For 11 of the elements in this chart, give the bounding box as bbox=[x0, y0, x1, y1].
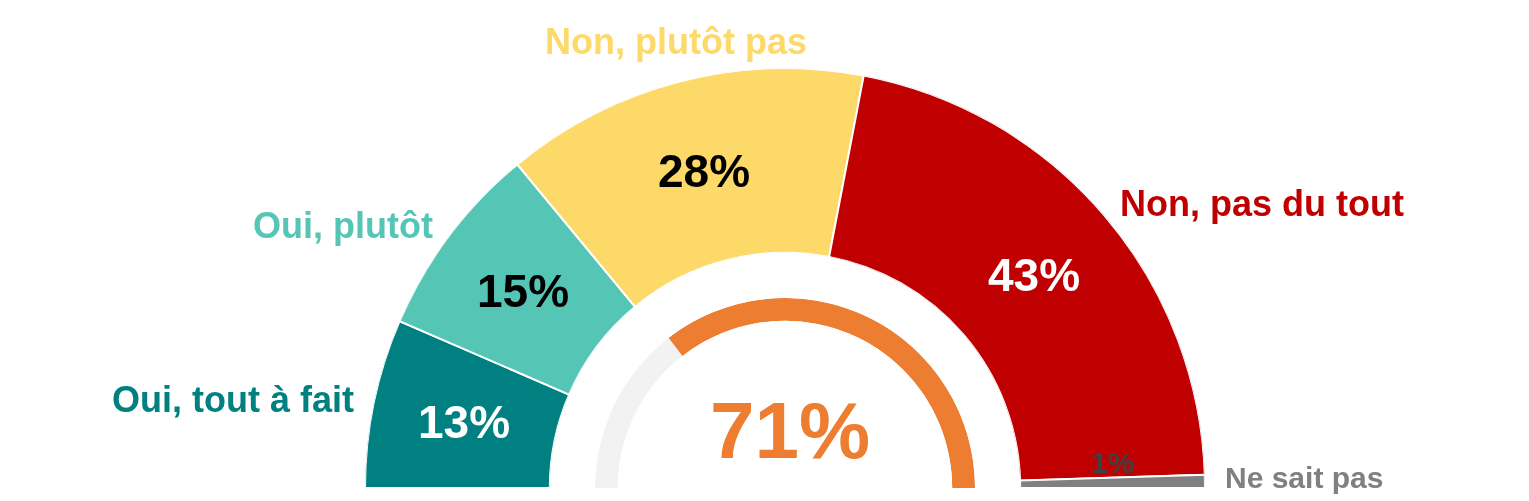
slice-label: Non, plutôt pas bbox=[545, 21, 807, 62]
text: 71% bbox=[710, 386, 871, 475]
slice-label: Ne sait pas bbox=[1225, 461, 1384, 494]
data-label: 43% bbox=[988, 249, 1081, 301]
slice-label: Oui, tout à fait bbox=[112, 379, 354, 420]
data-label: 28% bbox=[658, 145, 751, 197]
data-label: 15% bbox=[477, 265, 570, 317]
slice-label: Non, pas du tout bbox=[1120, 183, 1404, 224]
slice-label: Oui, plutôt bbox=[253, 205, 433, 246]
data-label: 13% bbox=[418, 396, 511, 448]
data-label: 1% bbox=[1091, 446, 1135, 479]
